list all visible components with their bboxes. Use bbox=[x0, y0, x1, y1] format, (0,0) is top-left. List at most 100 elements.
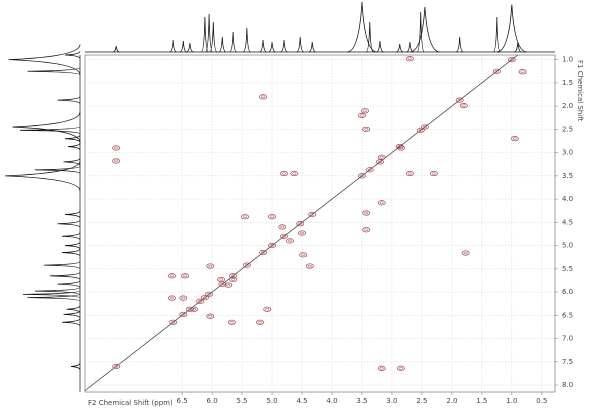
cross-peak-inner bbox=[114, 365, 119, 368]
top-projection-peak bbox=[409, 6, 440, 53]
cross-peak-inner bbox=[301, 253, 306, 257]
cross-peak-inner bbox=[407, 172, 412, 175]
top-projection-peak bbox=[186, 42, 194, 53]
left-projection-peak bbox=[34, 287, 81, 296]
top-projection-peak bbox=[416, 11, 425, 53]
x-axis-label: F2 Chemical Shift (ppm) bbox=[88, 399, 173, 407]
cross-peak bbox=[365, 167, 374, 173]
cross-peak-inner bbox=[181, 296, 186, 300]
cross-peak-inner bbox=[463, 251, 468, 255]
cross-peak-inner bbox=[398, 367, 403, 370]
left-projection-peak bbox=[61, 232, 81, 241]
left-projection-peak bbox=[27, 293, 81, 302]
cross-peak bbox=[179, 311, 188, 317]
top-projection-peak bbox=[296, 36, 304, 53]
cross-peak-inner bbox=[219, 278, 224, 281]
cross-peak-inner bbox=[422, 125, 427, 129]
cross-peak-inner bbox=[244, 263, 249, 267]
cross-peak-inner bbox=[231, 278, 236, 281]
y-axis-label: F1 Chemical Shift bbox=[576, 60, 584, 122]
top-projection-peak bbox=[112, 45, 120, 53]
x-tick-label: 2.0 bbox=[446, 397, 457, 405]
y-tick-label: 4.0 bbox=[562, 195, 573, 203]
x-tick-label: 4.5 bbox=[296, 397, 307, 405]
cross-peak bbox=[362, 210, 371, 216]
cross-peak-inner bbox=[243, 215, 248, 219]
cross-peak-inner bbox=[364, 128, 369, 131]
left-projection-peak bbox=[57, 219, 81, 228]
cross-peak bbox=[459, 103, 468, 109]
cross-peak bbox=[405, 56, 414, 62]
cross-peak-inner bbox=[379, 201, 384, 205]
cross-peak bbox=[224, 282, 233, 288]
cross-peak bbox=[196, 298, 205, 304]
x-tick-label: 3.0 bbox=[386, 397, 397, 405]
cross-peak-inner bbox=[280, 225, 285, 229]
cross-peak bbox=[286, 238, 294, 244]
y-tick-label: 1.5 bbox=[562, 79, 573, 87]
top-projection-peak bbox=[280, 39, 288, 53]
cross-peak-inner bbox=[509, 58, 514, 61]
cross-peak bbox=[280, 170, 288, 177]
cross-peak bbox=[185, 306, 194, 312]
cross-peak bbox=[167, 273, 176, 279]
cross-peak-inner bbox=[181, 313, 186, 316]
cross-peak-inner bbox=[364, 228, 369, 232]
left-projection-peak bbox=[19, 126, 81, 135]
left-projection-peak bbox=[8, 44, 81, 75]
cross-peak bbox=[242, 262, 251, 268]
cross-peak bbox=[229, 276, 238, 283]
left-projection-peak bbox=[12, 111, 81, 143]
cross-peak-inner bbox=[310, 213, 315, 216]
cross-peak-inner bbox=[114, 146, 119, 150]
top-projection-peak bbox=[346, 1, 378, 53]
cross-peak bbox=[112, 363, 121, 369]
cross-peak-inner bbox=[208, 264, 213, 268]
top-projection-peak bbox=[455, 36, 464, 53]
cross-peak-inner bbox=[169, 296, 174, 300]
y-tick-label: 8.0 bbox=[562, 381, 573, 389]
cross-peak bbox=[179, 295, 188, 301]
y-tick-label: 7.0 bbox=[562, 335, 573, 343]
y-tick-label: 4.5 bbox=[562, 218, 573, 226]
cross-peak-inner bbox=[298, 222, 303, 225]
cross-peak bbox=[396, 365, 405, 371]
cross-peak bbox=[375, 159, 384, 165]
top-projection-peak bbox=[169, 39, 177, 53]
cross-peak bbox=[181, 273, 190, 279]
top-projection-peak bbox=[365, 21, 374, 53]
cross-peak bbox=[377, 365, 386, 371]
cross-peak-inner bbox=[461, 104, 466, 107]
cross-peak bbox=[263, 306, 272, 312]
x-tick-label: 5.0 bbox=[266, 397, 277, 405]
left-projection-peak bbox=[61, 318, 81, 327]
cross-peak bbox=[362, 227, 371, 233]
left-projection-peak bbox=[67, 142, 81, 151]
cross-peak bbox=[206, 263, 215, 269]
cross-peak bbox=[112, 145, 121, 151]
cross-peak bbox=[518, 69, 527, 75]
cross-peak-inner bbox=[260, 95, 266, 99]
cross-peak bbox=[256, 319, 265, 325]
cross-peak bbox=[112, 158, 121, 164]
cross-peak bbox=[298, 230, 306, 236]
left-projection-peak bbox=[61, 248, 81, 257]
cross-peak bbox=[377, 200, 386, 206]
cross-peak-inner bbox=[292, 172, 297, 175]
y-tick-label: 6.5 bbox=[562, 311, 573, 319]
left-projection-peak bbox=[57, 96, 81, 104]
cross-peak bbox=[217, 276, 226, 283]
left-projection-peak bbox=[43, 261, 81, 270]
x-tick-label: 1.0 bbox=[506, 397, 517, 405]
cross-peak-inner bbox=[457, 98, 462, 102]
cross-peak bbox=[200, 295, 209, 301]
left-projection-peak bbox=[4, 160, 81, 191]
y-tick-label: 2.5 bbox=[562, 125, 573, 133]
x-tick-label: 1.5 bbox=[476, 397, 487, 405]
cross-peak bbox=[259, 94, 267, 100]
cross-peak bbox=[510, 136, 519, 142]
x-tick-label: 6.5 bbox=[177, 397, 188, 405]
cross-peak bbox=[361, 108, 369, 114]
left-projection-peak bbox=[63, 158, 81, 166]
x-tick-label: 6.0 bbox=[207, 397, 218, 405]
